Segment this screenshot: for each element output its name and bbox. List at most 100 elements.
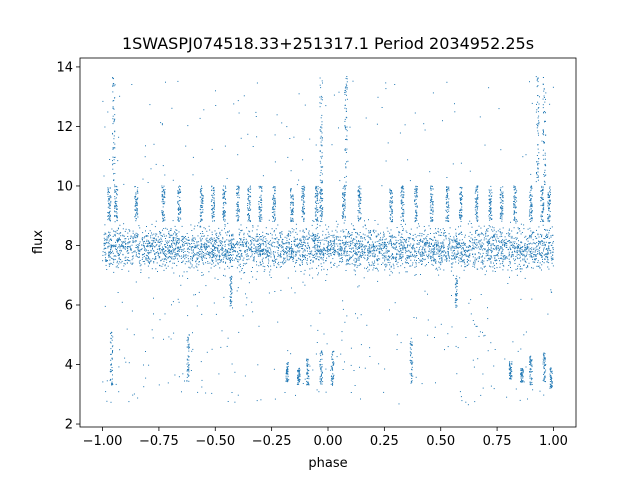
data-point [501, 232, 503, 234]
data-point [259, 214, 261, 216]
data-point [170, 228, 172, 230]
data-point [302, 213, 304, 215]
data-point [347, 263, 349, 265]
data-point [383, 254, 385, 256]
data-point [390, 265, 392, 267]
data-point [353, 249, 355, 251]
data-point [136, 203, 138, 205]
data-point [189, 267, 191, 269]
data-point [213, 190, 215, 191]
data-point [177, 201, 179, 203]
data-point [292, 204, 294, 206]
data-point [222, 254, 224, 256]
data-point [200, 215, 202, 217]
data-point [286, 246, 288, 248]
data-point [135, 240, 137, 242]
data-point [290, 219, 292, 221]
data-point [247, 246, 249, 248]
data-point [424, 251, 426, 253]
data-point [534, 254, 536, 256]
data-point [259, 211, 261, 213]
data-point [408, 238, 410, 240]
data-point [521, 268, 523, 270]
data-point [345, 243, 347, 245]
data-point [349, 258, 351, 259]
data-point [320, 250, 322, 252]
data-point [185, 254, 187, 256]
data-point [162, 198, 164, 200]
data-point [147, 252, 149, 254]
data-point [552, 235, 554, 236]
data-point [151, 234, 153, 236]
data-point [521, 232, 523, 233]
data-point [430, 260, 432, 262]
data-point [290, 214, 292, 216]
data-point [347, 255, 349, 257]
data-point [109, 210, 111, 212]
data-point [206, 240, 207, 242]
data-point [535, 255, 537, 257]
data-point [406, 262, 408, 263]
data-point [290, 257, 292, 259]
data-point [209, 238, 211, 240]
data-point [222, 214, 224, 216]
data-point [386, 251, 388, 253]
data-point [114, 189, 116, 191]
data-point [548, 262, 550, 264]
data-point [267, 249, 269, 251]
data-point [171, 244, 173, 246]
data-point [176, 265, 178, 267]
data-point [206, 251, 208, 252]
data-point [227, 251, 229, 253]
data-point [147, 235, 149, 237]
data-point [164, 255, 166, 256]
data-point [250, 271, 252, 272]
data-point [462, 245, 464, 246]
data-point [272, 215, 274, 217]
data-point [150, 245, 152, 247]
data-point [499, 246, 501, 248]
data-point [425, 243, 427, 244]
data-point [539, 254, 541, 256]
data-point [291, 210, 293, 212]
data-point [295, 231, 297, 233]
data-point [211, 190, 213, 191]
data-point [440, 235, 442, 236]
data-point [428, 245, 430, 247]
data-point [122, 253, 124, 255]
data-point [460, 252, 462, 254]
data-point [303, 205, 305, 207]
data-point [332, 234, 334, 236]
data-point [300, 246, 302, 248]
data-point [418, 262, 420, 264]
data-point [546, 256, 548, 258]
data-point [273, 230, 275, 232]
data-point [110, 247, 112, 249]
data-point [266, 256, 268, 257]
data-point [118, 257, 120, 259]
data-point [231, 247, 232, 249]
data-point [430, 252, 432, 254]
data-point [147, 256, 149, 258]
data-point [229, 258, 230, 260]
data-point [477, 268, 479, 270]
data-point [246, 256, 248, 258]
data-point [467, 223, 469, 225]
data-point [135, 199, 137, 200]
data-point [262, 235, 264, 237]
data-point [246, 262, 248, 264]
data-point [270, 256, 272, 258]
data-point [206, 246, 208, 248]
data-point [291, 251, 292, 253]
data-point [173, 258, 175, 260]
data-point [155, 258, 157, 260]
data-point [303, 194, 305, 196]
data-point [383, 231, 384, 233]
data-point [273, 199, 275, 201]
data-point [201, 252, 203, 254]
data-point [169, 234, 171, 236]
data-point [149, 230, 151, 232]
data-point [248, 200, 250, 202]
data-point [547, 229, 549, 231]
data-point [301, 190, 303, 192]
